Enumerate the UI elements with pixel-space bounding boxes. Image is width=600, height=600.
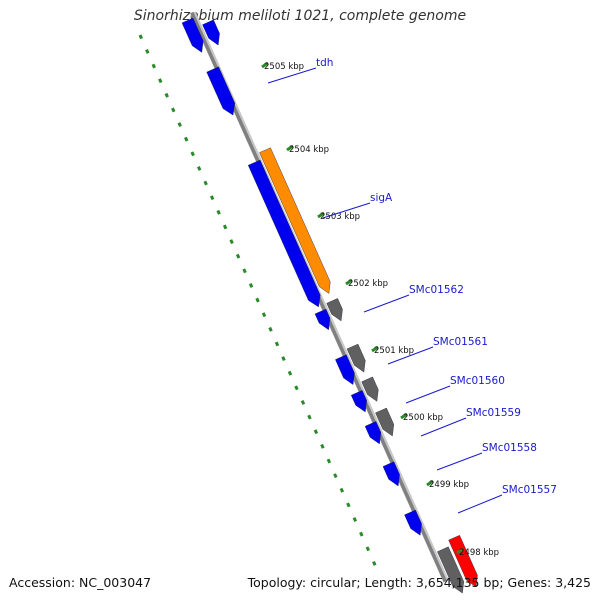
ruler-dash	[209, 195, 215, 201]
ruler-dash	[196, 166, 202, 171]
ruler-layer	[138, 34, 377, 566]
gene-arrow	[206, 66, 236, 116]
ruler-dash	[300, 400, 306, 405]
tick-label: 2498 kbp	[459, 548, 499, 558]
gene-arrow	[350, 390, 367, 413]
ruler-dash	[158, 78, 163, 84]
tick-label: 2503 kbp	[320, 212, 360, 222]
gene-arrow-sigA	[259, 147, 331, 294]
accession-text: Accession: NC_003047	[9, 575, 152, 590]
label-layer: tdh sigA SMc01562 SMc01561 SMc01560 SMc01559 S…	[267, 57, 557, 514]
ruler-dash	[274, 341, 280, 347]
gene-label: sigA	[370, 192, 393, 204]
ruler-dash	[235, 253, 241, 259]
ruler-dash	[177, 122, 182, 128]
gene-arrow	[382, 461, 400, 487]
gene-arrow	[346, 343, 366, 373]
tick-label: 2502 kbp	[348, 279, 388, 289]
gene-label: SMc01562	[409, 284, 464, 296]
gene-label: SMc01561	[433, 336, 488, 348]
ruler-dash	[248, 283, 254, 288]
gene-arrow	[335, 354, 355, 385]
gene-arrow	[375, 407, 395, 437]
gene-arrow	[404, 509, 422, 536]
map-title: Sinorhizobium meliloti 1021, complete ge…	[133, 8, 467, 24]
tick-mark	[456, 547, 464, 555]
ruler-dash	[294, 385, 299, 391]
tick-mark	[400, 412, 408, 420]
gene-label: SMc01557	[502, 484, 557, 496]
ruler-dash	[216, 209, 221, 215]
ruler-dash	[229, 239, 234, 245]
ruler-dash	[372, 560, 377, 566]
gene-arrow	[314, 308, 331, 331]
tick-mark	[286, 144, 294, 152]
ruler-dash	[326, 458, 332, 464]
gene-arrow	[361, 376, 379, 402]
ruler-dash	[268, 326, 273, 332]
gene-label: SMc01558	[482, 442, 537, 454]
label-leader	[457, 494, 503, 514]
ruler-dash	[171, 107, 176, 113]
ruler-dash	[145, 49, 150, 54]
ruler-dash	[203, 180, 208, 186]
gene-label: tdh	[316, 57, 333, 69]
gene-arrow	[364, 421, 382, 445]
gene-arrow-rna	[448, 535, 478, 588]
ruler-dash	[359, 531, 364, 537]
tick-layer: 2505 kbp 2504 kbp 2503 kbp 2502 kbp 2501 kbp…	[261, 61, 499, 558]
gene-label: SMc01560	[450, 375, 505, 387]
ruler-dash	[190, 151, 195, 157]
ruler-dash	[365, 546, 370, 552]
ruler-dash	[261, 312, 267, 318]
ruler-dash	[346, 502, 351, 508]
genome-info-text: Topology: circular; Length: 3,654,135 bp…	[247, 575, 591, 590]
label-leader	[363, 294, 410, 313]
ruler-dash	[333, 473, 338, 479]
ruler-dash	[339, 487, 345, 493]
ruler-dash	[138, 34, 143, 40]
gene-layer	[181, 17, 478, 594]
ruler-dash	[352, 517, 358, 522]
tick-mark	[317, 211, 325, 219]
tick-label: 2504 kbp	[289, 145, 329, 155]
gene-arrow	[202, 19, 220, 46]
ruler-dash	[164, 92, 169, 98]
gene-arrow	[326, 298, 343, 322]
ruler-dash	[255, 297, 260, 303]
tick-mark	[426, 479, 434, 487]
label-leader	[387, 346, 434, 365]
gene-arrow	[181, 17, 204, 53]
gene-arrow	[247, 159, 321, 308]
tick-label: 2500 kbp	[403, 413, 443, 423]
tick-mark	[371, 345, 379, 353]
label-leader	[436, 452, 483, 471]
ruler-dash	[320, 443, 325, 449]
ruler-dash	[242, 268, 247, 274]
ruler-dash	[184, 136, 189, 142]
ruler-dash	[307, 414, 312, 420]
gene-arrow	[437, 546, 465, 594]
tick-label: 2505 kbp	[264, 62, 304, 72]
ruler-dash	[281, 356, 286, 362]
tick-mark	[261, 61, 269, 69]
label-leader	[405, 385, 451, 404]
label-leader	[267, 67, 317, 84]
ruler-dash	[287, 370, 293, 376]
label-leader	[420, 417, 467, 437]
ruler-dash	[222, 224, 228, 230]
gene-label: SMc01559	[466, 407, 521, 419]
ruler-dash	[151, 63, 156, 69]
label-leader	[322, 202, 371, 219]
tick-label: 2501 kbp	[374, 346, 414, 356]
tick-label: 2499 kbp	[429, 480, 469, 490]
ruler-dash	[313, 429, 319, 435]
tick-mark	[345, 278, 353, 286]
